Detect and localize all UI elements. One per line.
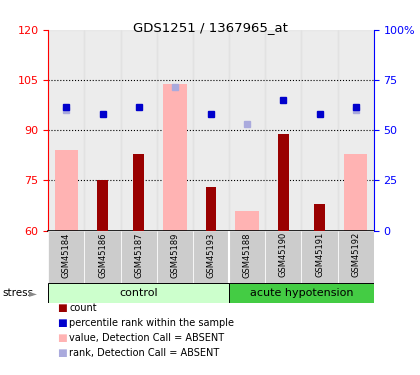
Bar — [265, 30, 302, 231]
Bar — [193, 30, 229, 231]
Text: acute hypotension: acute hypotension — [250, 288, 353, 298]
Bar — [302, 30, 338, 231]
Bar — [229, 30, 265, 231]
Text: ■: ■ — [57, 348, 66, 358]
Text: value, Detection Call = ABSENT: value, Detection Call = ABSENT — [69, 333, 224, 343]
Bar — [133, 154, 144, 231]
Text: ■: ■ — [57, 318, 66, 328]
Bar — [48, 231, 84, 283]
Text: GSM45184: GSM45184 — [62, 232, 71, 278]
Text: percentile rank within the sample: percentile rank within the sample — [69, 318, 234, 328]
Bar — [302, 231, 338, 283]
Bar — [121, 231, 157, 283]
Bar — [314, 204, 325, 231]
Bar — [97, 180, 108, 231]
Bar — [338, 30, 374, 231]
Bar — [48, 30, 84, 231]
Bar — [229, 283, 374, 303]
Bar — [278, 134, 289, 231]
Text: rank, Detection Call = ABSENT: rank, Detection Call = ABSENT — [69, 348, 220, 358]
Text: GSM45188: GSM45188 — [243, 232, 252, 278]
Bar — [206, 187, 216, 231]
Bar — [163, 84, 186, 231]
Bar — [236, 211, 259, 231]
Text: ■: ■ — [57, 303, 66, 313]
Text: GSM45191: GSM45191 — [315, 232, 324, 278]
Text: ►: ► — [29, 288, 37, 298]
Bar — [48, 283, 229, 303]
Text: GSM45186: GSM45186 — [98, 232, 107, 278]
Text: GSM45189: GSM45189 — [171, 232, 179, 278]
Bar — [55, 150, 78, 231]
Bar — [84, 30, 121, 231]
Text: GDS1251 / 1367965_at: GDS1251 / 1367965_at — [133, 21, 287, 34]
Bar — [344, 154, 368, 231]
Bar — [193, 231, 229, 283]
Text: control: control — [119, 288, 158, 298]
Text: ■: ■ — [57, 333, 66, 343]
Text: GSM45187: GSM45187 — [134, 232, 143, 278]
Text: GSM45193: GSM45193 — [207, 232, 215, 278]
Bar — [157, 30, 193, 231]
Bar — [229, 231, 265, 283]
Text: GSM45192: GSM45192 — [351, 232, 360, 278]
Bar — [121, 30, 157, 231]
Bar — [338, 231, 374, 283]
Bar — [265, 231, 302, 283]
Bar — [84, 231, 121, 283]
Text: GSM45190: GSM45190 — [279, 232, 288, 278]
Text: stress: stress — [2, 288, 33, 298]
Text: count: count — [69, 303, 97, 313]
Bar — [157, 231, 193, 283]
